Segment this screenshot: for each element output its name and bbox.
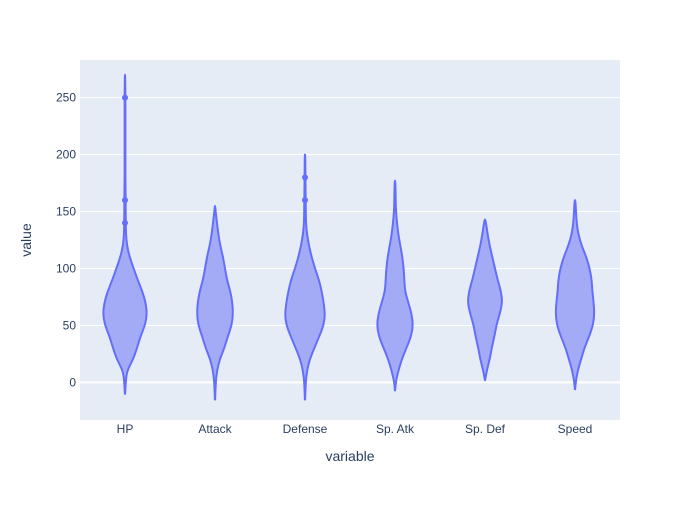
- x-tick-label: HP: [117, 422, 134, 436]
- plot-background: [80, 60, 620, 420]
- violin-sp-atk: [376, 179, 414, 392]
- outlier-point: [302, 174, 308, 181]
- x-tick-label: Sp. Atk: [376, 422, 415, 436]
- outlier-point: [122, 94, 128, 101]
- y-tick-label: 200: [56, 148, 76, 162]
- y-tick-label: 0: [69, 375, 76, 389]
- violin-hp: [102, 73, 148, 395]
- x-tick-label: Defense: [283, 422, 328, 436]
- x-tick-labels: HP Attack Defense Sp. Atk Sp. Def Speed: [117, 422, 593, 436]
- x-tick-label: Attack: [198, 422, 232, 436]
- violin-speed: [554, 199, 596, 391]
- y-tick-label: 150: [56, 205, 76, 219]
- grid-lines: [80, 97, 620, 384]
- y-tick-label: 50: [63, 318, 77, 332]
- x-axis-title: variable: [325, 448, 374, 464]
- outlier-point: [302, 197, 308, 204]
- outlier-point: [122, 219, 128, 226]
- y-axis-title: value: [18, 223, 34, 257]
- violin-attack: [196, 204, 234, 401]
- violin-defense: [284, 153, 326, 401]
- x-tick-label: Speed: [558, 422, 593, 436]
- violins: [102, 73, 596, 401]
- violin-sp-def: [467, 218, 503, 382]
- y-tick-label: 100: [56, 261, 76, 275]
- y-tick-label: 250: [56, 91, 76, 105]
- y-tick-labels: 0 50 100 150 200 250: [56, 91, 76, 390]
- x-tick-label: Sp. Def: [465, 422, 506, 436]
- outlier-point: [122, 197, 128, 204]
